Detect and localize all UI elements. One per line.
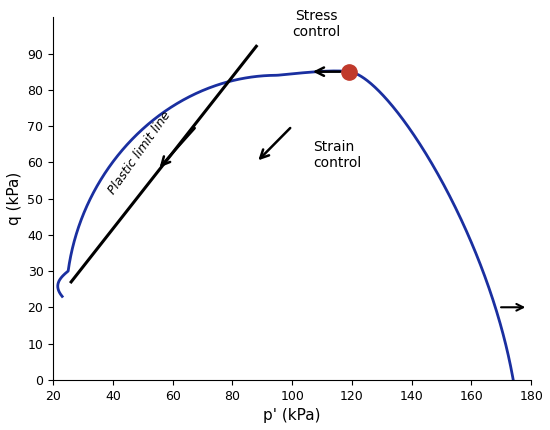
Text: Plastic limit line: Plastic limit line xyxy=(106,109,174,197)
Y-axis label: q (kPa): q (kPa) xyxy=(7,172,22,225)
Text: Strain
control: Strain control xyxy=(313,140,361,170)
X-axis label: p' (kPa): p' (kPa) xyxy=(263,408,321,423)
Text: Stress
control: Stress control xyxy=(292,9,340,39)
